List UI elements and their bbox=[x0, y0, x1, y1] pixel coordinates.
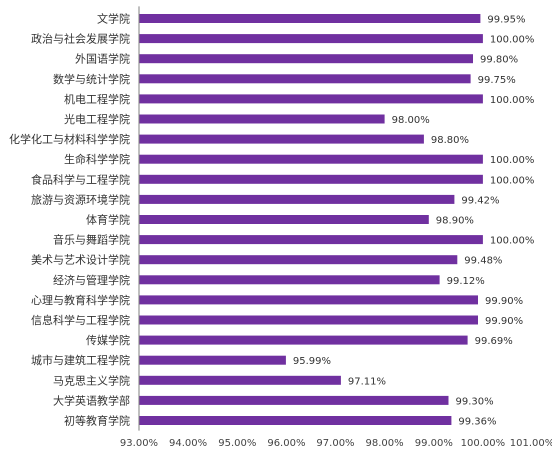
bar bbox=[139, 54, 473, 64]
value-label: 99.80% bbox=[480, 55, 518, 66]
value-label: 99.69% bbox=[475, 336, 513, 347]
bar bbox=[139, 395, 449, 405]
category-label: 体育学院 bbox=[86, 213, 130, 227]
value-label: 97.11% bbox=[348, 376, 386, 387]
bar bbox=[139, 315, 478, 325]
bar bbox=[139, 235, 483, 245]
bar bbox=[139, 275, 440, 285]
category-label: 初等教育学院 bbox=[64, 414, 130, 428]
value-label: 98.90% bbox=[436, 216, 474, 227]
category-label: 化学化工与材料科学学院 bbox=[9, 132, 130, 146]
x-tick-label: 100.00% bbox=[461, 438, 506, 449]
value-label: 99.95% bbox=[487, 15, 525, 26]
x-tick-label: 99.00% bbox=[415, 438, 453, 449]
x-tick-label: 101.00% bbox=[510, 438, 552, 449]
category-label: 音乐与舞蹈学院 bbox=[53, 233, 130, 247]
category-label: 美术与艺术设计学院 bbox=[31, 253, 130, 267]
category-label: 生命科学学院 bbox=[64, 152, 130, 166]
bar bbox=[139, 94, 483, 104]
x-tick-label: 95.00% bbox=[218, 438, 256, 449]
bar bbox=[139, 295, 478, 305]
bar bbox=[139, 194, 455, 204]
value-labels: 99.95%100.00%99.80%99.75%100.00%98.00%98… bbox=[293, 15, 535, 428]
category-label: 机电工程学院 bbox=[64, 92, 130, 106]
value-label: 99.90% bbox=[485, 296, 523, 307]
category-label: 光电工程学院 bbox=[64, 112, 130, 126]
category-label: 数学与统计学院 bbox=[53, 72, 130, 86]
value-label: 98.80% bbox=[431, 135, 469, 146]
bar bbox=[139, 255, 458, 265]
value-label: 99.75% bbox=[478, 75, 516, 86]
category-label: 马克思主义学院 bbox=[53, 373, 130, 387]
value-label: 99.42% bbox=[461, 195, 499, 206]
category-label: 信息科学与工程学院 bbox=[31, 313, 130, 327]
bar bbox=[139, 134, 424, 144]
value-label: 99.36% bbox=[458, 417, 496, 428]
category-labels: 文学院政治与社会发展学院外国语学院数学与统计学院机电工程学院光电工程学院化学化工… bbox=[9, 12, 130, 428]
value-label: 100.00% bbox=[490, 35, 535, 46]
category-label: 经济与管理学院 bbox=[53, 273, 130, 287]
value-label: 100.00% bbox=[490, 236, 535, 247]
category-label: 政治与社会发展学院 bbox=[31, 32, 130, 46]
category-label: 大学英语教学部 bbox=[53, 393, 130, 407]
bar bbox=[139, 375, 341, 385]
x-tick-label: 96.00% bbox=[267, 438, 305, 449]
bar bbox=[139, 215, 429, 224]
value-label: 98.00% bbox=[392, 115, 430, 126]
x-tick-label: 93.00% bbox=[120, 438, 158, 449]
value-label: 100.00% bbox=[490, 155, 535, 166]
bar bbox=[139, 114, 385, 124]
value-label: 100.00% bbox=[490, 95, 535, 106]
bar bbox=[139, 34, 483, 44]
category-label: 心理与教育科学学院 bbox=[31, 293, 130, 307]
bars-layer bbox=[139, 14, 483, 425]
bar bbox=[139, 14, 481, 23]
value-label: 99.48% bbox=[464, 256, 502, 267]
x-tick-label: 94.00% bbox=[169, 438, 207, 449]
bar bbox=[139, 154, 483, 164]
bar bbox=[139, 174, 483, 184]
bar bbox=[139, 355, 286, 365]
bar bbox=[139, 416, 452, 425]
category-label: 文学院 bbox=[97, 12, 130, 26]
category-label: 旅游与资源环境学院 bbox=[31, 192, 130, 206]
x-axis-tick-labels: 93.00% 94.00% 95.00% 96.00% 97.00% 98.00% 99.0… bbox=[120, 438, 552, 449]
category-label: 传媒学院 bbox=[86, 333, 130, 347]
bar bbox=[139, 74, 471, 84]
x-tick-label: 98.00% bbox=[366, 438, 404, 449]
category-label: 城市与建筑工程学院 bbox=[31, 353, 130, 367]
category-label: 外国语学院 bbox=[75, 52, 130, 66]
x-tick-label: 97.00% bbox=[316, 438, 354, 449]
value-label: 99.90% bbox=[485, 316, 523, 327]
value-label: 99.12% bbox=[447, 276, 485, 287]
category-label: 食品科学与工程学院 bbox=[31, 172, 130, 186]
value-label: 95.99% bbox=[293, 356, 331, 367]
bar bbox=[139, 335, 468, 345]
value-label: 100.00% bbox=[490, 175, 535, 186]
value-label: 99.30% bbox=[456, 396, 494, 407]
